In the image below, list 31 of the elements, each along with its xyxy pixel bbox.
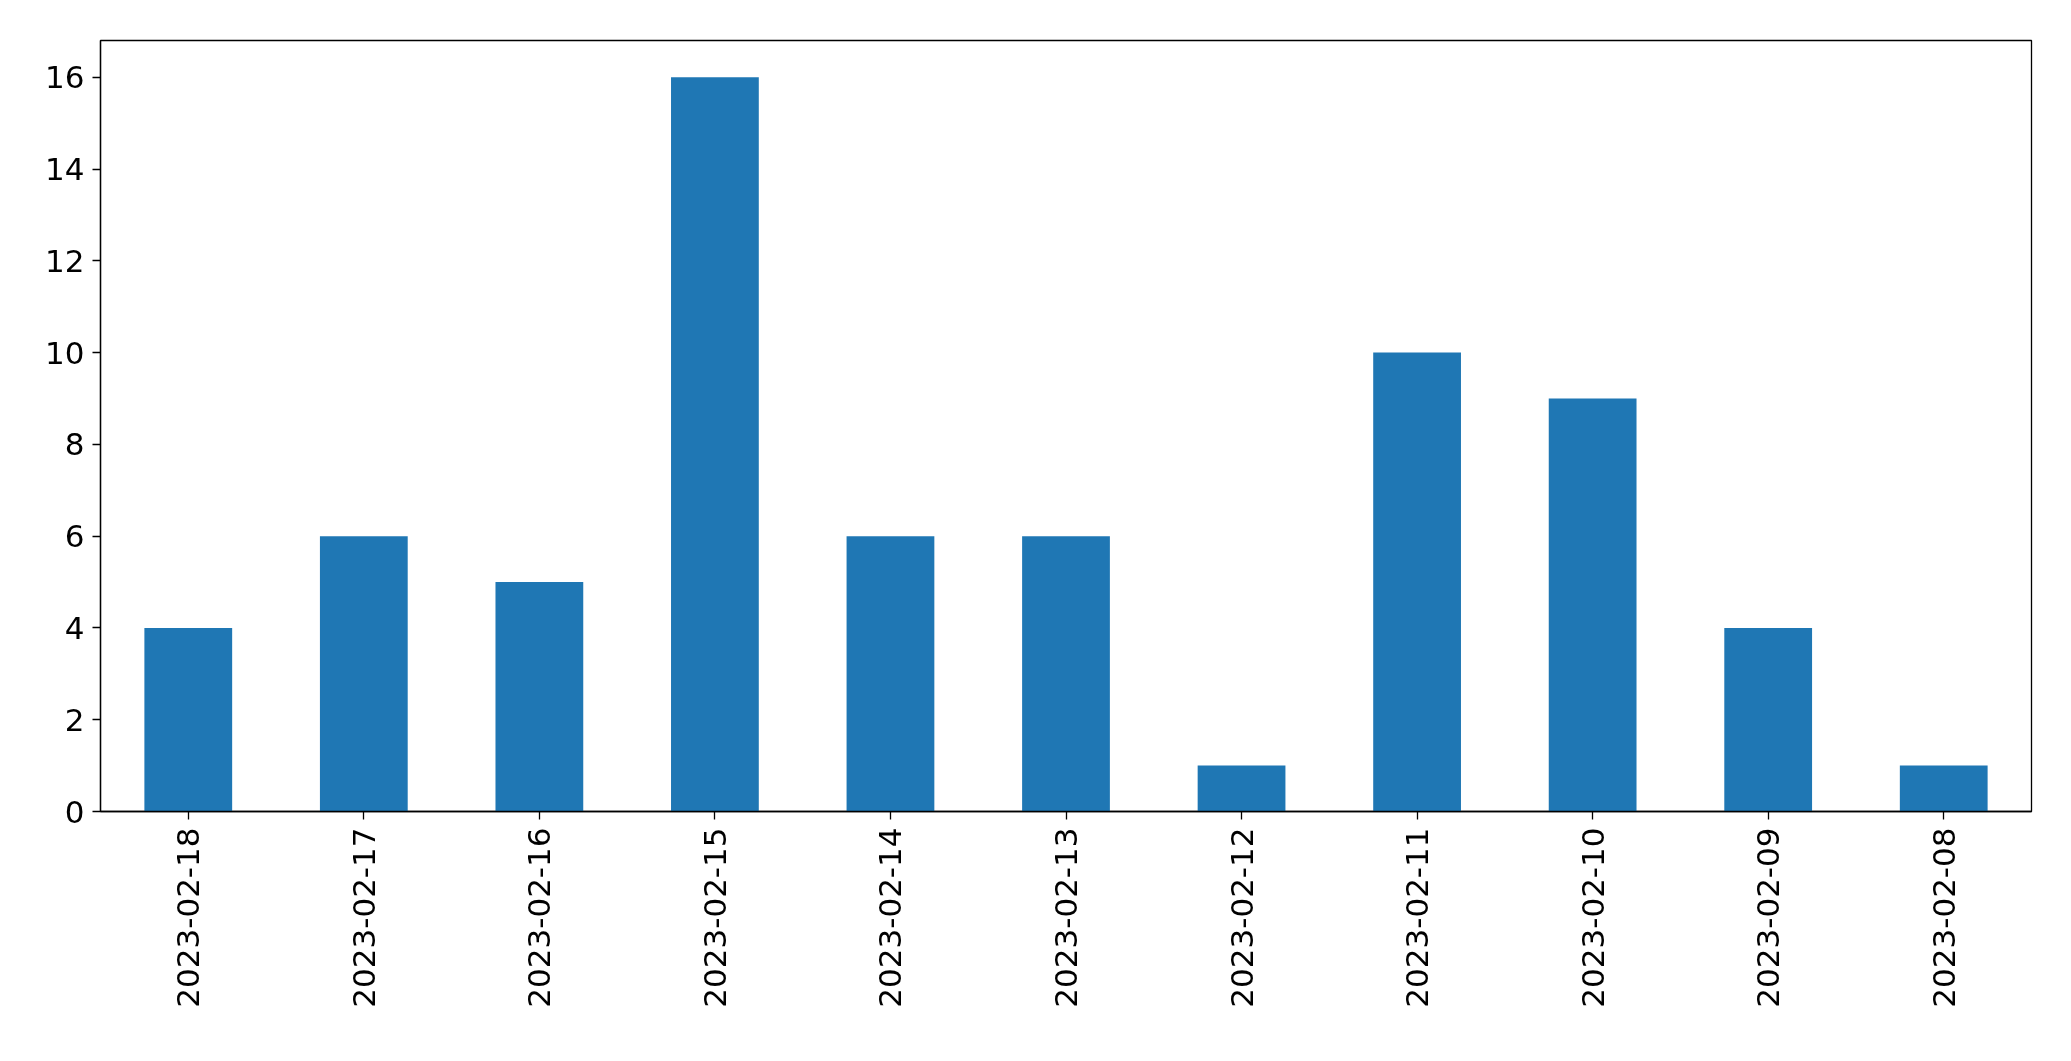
bar <box>144 627 233 812</box>
y-tick-label: 0 <box>64 793 85 830</box>
y-tick-label: 8 <box>64 426 85 463</box>
bar <box>1899 765 1988 812</box>
x-tick-label: 2023-02-11 <box>1399 827 1436 1008</box>
bar <box>1197 765 1286 812</box>
x-tick-label: 2023-02-12 <box>1223 827 1260 1008</box>
y-tick-label: 4 <box>64 609 85 646</box>
bar <box>319 536 408 812</box>
y-tick-label: 10 <box>45 334 85 371</box>
x-tick-label: 2023-02-18 <box>170 827 207 1008</box>
x-tick-label: 2023-02-17 <box>345 827 382 1008</box>
x-tick-label: 2023-02-10 <box>1574 827 1611 1008</box>
bar <box>495 582 584 812</box>
x-tick-label: 2023-02-08 <box>1925 827 1962 1008</box>
y-tick-label: 2 <box>64 701 85 738</box>
bar <box>1548 398 1637 812</box>
x-tick-label: 2023-02-14 <box>872 827 909 1008</box>
bar <box>671 77 759 812</box>
bar <box>1724 627 1813 812</box>
x-tick-label: 2023-02-13 <box>1048 827 1084 1008</box>
y-tick-label: 6 <box>64 518 85 555</box>
y-tick-label: 14 <box>45 151 85 187</box>
y-tick-label: 12 <box>45 242 85 279</box>
bar <box>846 536 935 812</box>
y-tick-label: 16 <box>45 59 85 96</box>
x-tick-label: 2023-02-15 <box>696 827 733 1008</box>
x-tick-label: 2023-02-09 <box>1750 827 1787 1008</box>
x-tick-label: 2023-02-16 <box>521 827 558 1008</box>
bar <box>1022 536 1110 812</box>
bar <box>1373 352 1461 812</box>
